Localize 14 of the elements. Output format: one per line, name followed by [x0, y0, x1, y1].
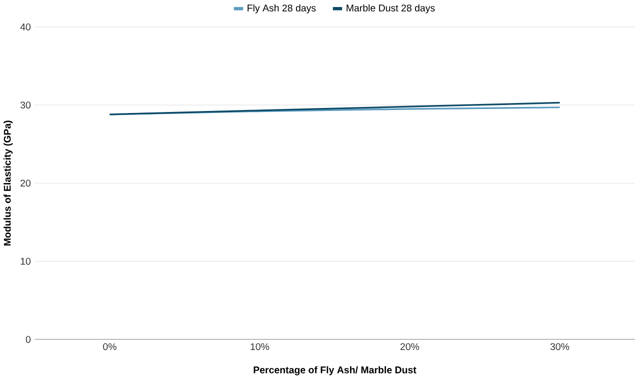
y-tick-label: 20	[20, 180, 31, 187]
line-series	[108, 102, 561, 116]
x-tick-label: 10%	[250, 343, 270, 350]
y-tick-label: 0	[26, 336, 31, 343]
x-axis-title: Percentage of Fly Ash/ Marble Dust	[254, 366, 416, 376]
legend-label: Fly Ash 28 days	[248, 4, 316, 14]
x-tick-label: 30%	[550, 343, 570, 350]
y-tick-label: 40	[20, 23, 31, 30]
y-tick-label: 10	[20, 258, 31, 265]
x-tick-label: 20%	[400, 343, 420, 350]
x-tick-label: 0%	[103, 343, 116, 350]
legend-label: Marble Dust 28 days	[346, 4, 435, 14]
y-axis-title: Modulus of Elasticity (GPa)	[4, 120, 13, 246]
y-tick-label: 30	[20, 102, 31, 109]
